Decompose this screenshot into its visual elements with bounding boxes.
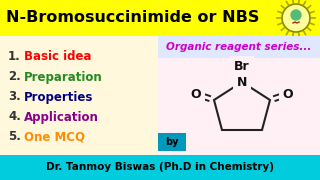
Bar (0, 36, 158, 155)
Text: O: O (283, 87, 293, 100)
Text: Properties: Properties (24, 91, 93, 104)
Text: Br: Br (234, 60, 250, 73)
Circle shape (282, 4, 310, 32)
Bar (158, 36, 320, 155)
Text: Application: Application (24, 111, 99, 123)
Bar (158, 133, 186, 151)
Text: 1.: 1. (8, 51, 21, 64)
Text: 3.: 3. (8, 91, 21, 104)
Text: by: by (165, 137, 179, 147)
Text: N: N (237, 75, 247, 89)
Bar (158, 36, 320, 58)
Text: N-Bromosuccinimide or NBS: N-Bromosuccinimide or NBS (6, 10, 260, 26)
Text: One MCQ: One MCQ (24, 130, 85, 143)
Text: 2.: 2. (8, 71, 21, 84)
Bar (0, 155, 320, 180)
Circle shape (291, 10, 301, 20)
Text: O: O (191, 87, 201, 100)
Text: Basic idea: Basic idea (24, 51, 92, 64)
Text: 4.: 4. (8, 111, 21, 123)
Text: Organic reagent series...: Organic reagent series... (166, 42, 312, 52)
Bar (0, 0, 320, 36)
Text: Preparation: Preparation (24, 71, 103, 84)
Text: Dr. Tanmoy Biswas (Ph.D in Chemistry): Dr. Tanmoy Biswas (Ph.D in Chemistry) (46, 163, 274, 172)
Text: 5.: 5. (8, 130, 21, 143)
